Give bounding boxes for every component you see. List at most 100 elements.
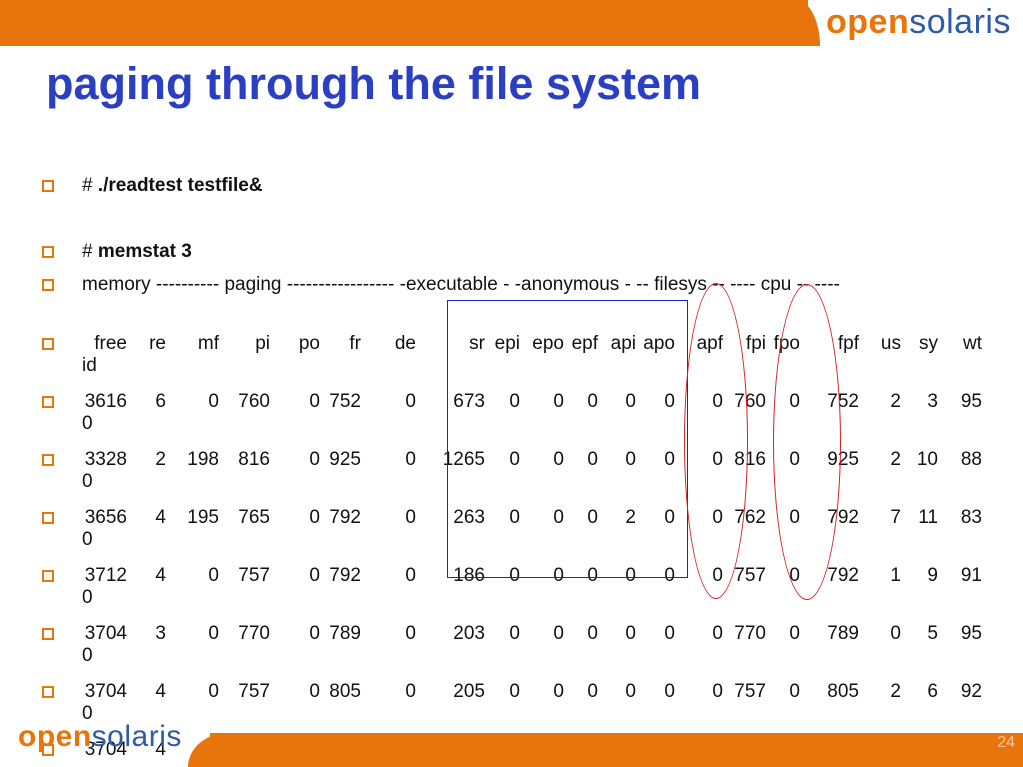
- table-cell: 0: [789, 623, 800, 644]
- table-cell: 0: [587, 623, 598, 644]
- table-cell: 0: [587, 507, 598, 528]
- table-cell: 0: [509, 507, 520, 528]
- table-cell: 83: [960, 507, 982, 528]
- top-orange-band-curve: [796, 0, 820, 46]
- table-cell: 0: [625, 449, 636, 470]
- table-cell: 0: [208, 391, 219, 412]
- table-cell: 2: [890, 449, 901, 470]
- table-row: 3712 4 0 757 0 792 0 186 0 0 0 0 0 0 757 0 792 1 9 91: [0, 565, 1023, 587]
- table-cell: 4: [155, 739, 166, 760]
- table-cell: 2: [155, 449, 166, 470]
- command-text: ./readtest testfile&: [97, 175, 263, 196]
- table-cell-wrapped: 0: [82, 413, 93, 434]
- table-cell: 0: [309, 391, 320, 412]
- table-cell: mf: [197, 333, 219, 354]
- table-cell: 0: [509, 681, 520, 702]
- bullet-icon: [42, 338, 54, 350]
- table-cell: 0: [664, 681, 675, 702]
- table-cell: 0: [405, 681, 416, 702]
- highlight-ellipse-apf: [684, 283, 748, 599]
- table-cell: 3704: [84, 623, 127, 644]
- table-cell: 3616: [84, 391, 127, 412]
- bullet-icon: [42, 396, 54, 408]
- logo-open-text: open: [826, 3, 910, 41]
- bullet-icon: [42, 570, 54, 582]
- table-cell: 0: [309, 681, 320, 702]
- table-cell: sy: [919, 333, 938, 354]
- table-cell: 0: [553, 681, 564, 702]
- table-cell-wrapped: 0: [82, 587, 93, 608]
- table-cell: 789: [827, 623, 859, 644]
- table-cell: epo: [532, 333, 564, 354]
- table-cell: 0: [208, 681, 219, 702]
- table-cell: free: [94, 333, 127, 354]
- table-cell: 805: [329, 681, 361, 702]
- table-cell: 0: [509, 623, 520, 644]
- table-cell: pi: [255, 333, 270, 354]
- table-cell: re: [149, 333, 166, 354]
- table-cell: 11: [918, 507, 938, 528]
- table-cell: 0: [309, 565, 320, 586]
- table-cell: 3656: [84, 507, 127, 528]
- bullet-icon: [42, 180, 54, 192]
- table-cell: 757: [238, 681, 270, 702]
- table-cell: 0: [625, 565, 636, 586]
- opensolaris-logo-bottom: opensolaris: [18, 720, 182, 754]
- table-cell: 792: [329, 565, 361, 586]
- table-cell: fpf: [837, 333, 859, 354]
- logo-open-text: open: [18, 720, 92, 753]
- table-cell: 6: [927, 681, 938, 702]
- table-cell: 3: [927, 391, 938, 412]
- highlight-ellipse-fpo: [773, 284, 841, 600]
- table-cell: fr: [349, 333, 361, 354]
- table-cell: 805: [827, 681, 859, 702]
- table-cell: 0: [405, 449, 416, 470]
- table-cell: 0: [664, 565, 675, 586]
- command-prompt: #: [82, 241, 98, 262]
- table-cell: 0: [587, 449, 598, 470]
- table-cell: 0: [712, 623, 723, 644]
- table-cell: 6: [155, 391, 166, 412]
- table-cell: 2: [890, 681, 901, 702]
- command-line: # memstat 3: [82, 241, 192, 263]
- table-cell: 0: [587, 681, 598, 702]
- page-number: 24: [997, 734, 1015, 751]
- table-cell: epi: [494, 333, 520, 354]
- memstat-header: memory ---------- paging ---------------…: [82, 274, 840, 295]
- bullet-icon: [42, 744, 54, 756]
- table-cell: epf: [571, 333, 598, 354]
- table-cell: 10: [916, 449, 938, 470]
- table-cell: 925: [329, 449, 361, 470]
- table-cell: 4: [155, 565, 166, 586]
- table-cell: 760: [238, 391, 270, 412]
- table-cell: 0: [405, 565, 416, 586]
- table-cell: 765: [238, 507, 270, 528]
- table-row: 3704 4 0 757 0 805 0 205 0 0 0 0 0 0 757 0 805 2 6 92: [0, 681, 1023, 703]
- logo-solaris-text: solaris: [909, 3, 1011, 41]
- bullet-icon: [42, 512, 54, 524]
- table-cell: 0: [625, 681, 636, 702]
- table-cell: 757: [238, 565, 270, 586]
- table-cell: 4: [155, 507, 166, 528]
- table-cell: 789: [329, 623, 361, 644]
- table-cell: sr: [469, 333, 485, 354]
- table-cell: 1265: [442, 449, 485, 470]
- table-cell: 0: [509, 449, 520, 470]
- table-cell: 0: [664, 623, 675, 644]
- table-cell: 1: [890, 565, 901, 586]
- table-cell: 4: [155, 681, 166, 702]
- table-cell: 3712: [84, 565, 127, 586]
- table-cell: 0: [553, 565, 564, 586]
- table-cell: 0: [309, 507, 320, 528]
- highlight-box: [447, 300, 688, 578]
- table-cell: 2: [625, 507, 636, 528]
- table-cell: 0: [309, 623, 320, 644]
- table-cell: 0: [208, 565, 219, 586]
- table-cell: 0: [664, 449, 675, 470]
- bullet-icon: [42, 628, 54, 640]
- table-cell: 0: [625, 623, 636, 644]
- table-cell: 673: [453, 391, 485, 412]
- table-cell: 0: [664, 507, 675, 528]
- table-cell: 792: [329, 507, 361, 528]
- table-cell: 0: [208, 623, 219, 644]
